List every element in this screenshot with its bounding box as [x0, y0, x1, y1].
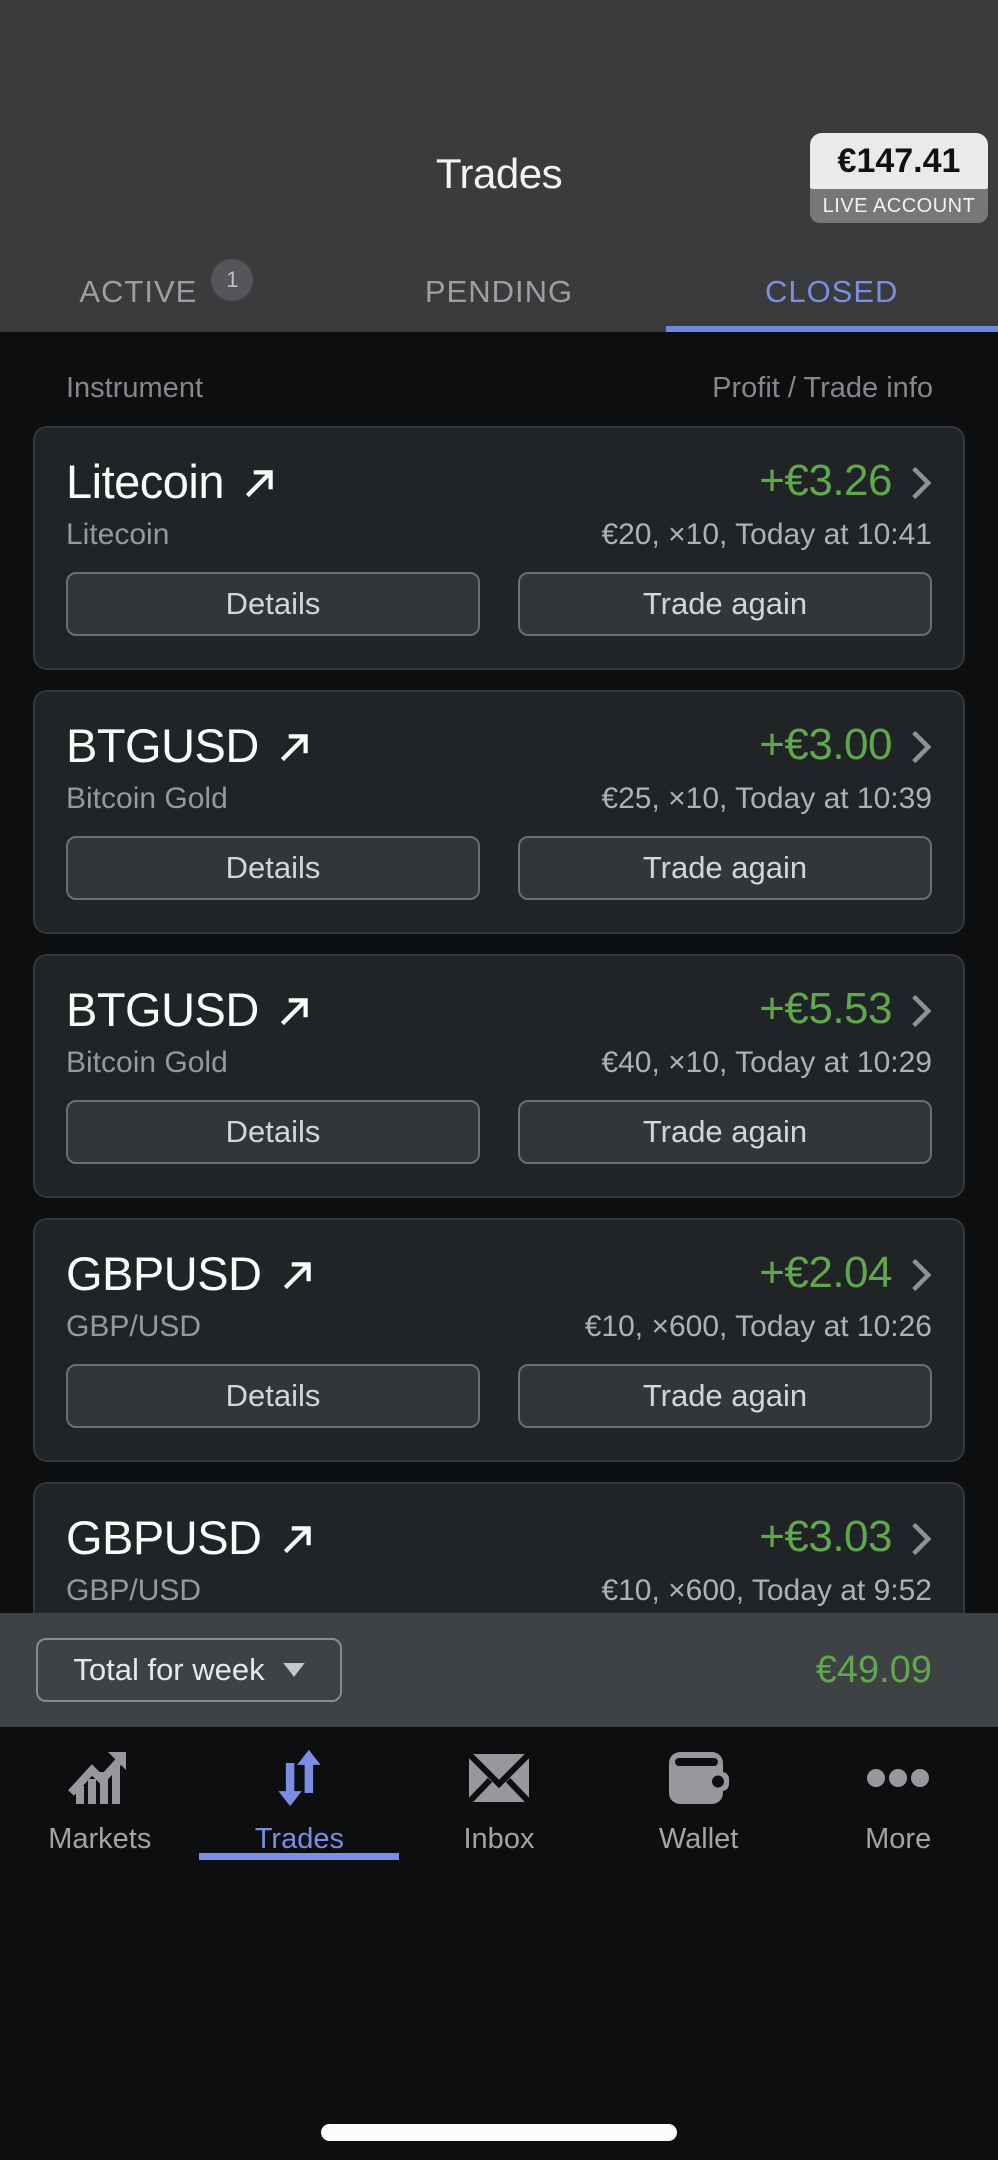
- nav-label: Trades: [254, 1823, 344, 1855]
- markets-icon: [67, 1745, 133, 1811]
- trade-tabs: ACTIVE 1 PENDING CLOSED: [0, 252, 998, 332]
- trend-up-arrow-icon: [280, 997, 308, 1025]
- profit-value: +€3.00: [759, 720, 892, 769]
- tab-active[interactable]: ACTIVE 1: [0, 252, 333, 332]
- chevron-right-icon[interactable]: [910, 727, 932, 767]
- nav-item-wallet[interactable]: Wallet: [599, 1727, 799, 1887]
- trade-card[interactable]: BTGUSD Bitcoin Gold +€5.53 €40, ×10, Tod…: [33, 954, 965, 1198]
- period-selector-button[interactable]: Total for week: [36, 1638, 342, 1702]
- header: Trades €147.41 LIVE ACCOUNT ACTIVE 1 PEN…: [0, 0, 998, 332]
- instrument-symbol: BTGUSD: [66, 718, 313, 773]
- tab-pending[interactable]: PENDING: [333, 252, 666, 332]
- nav-label: Inbox: [463, 1823, 535, 1855]
- trade-card[interactable]: BTGUSD Bitcoin Gold +€3.00 €25, ×10, Tod…: [33, 690, 965, 934]
- instrument-name: Litecoin: [66, 518, 170, 551]
- nav-label: Markets: [48, 1823, 152, 1855]
- trades-icon: [269, 1745, 329, 1811]
- profit-value: +€3.03: [759, 1512, 892, 1561]
- active-count-badge: 1: [211, 259, 254, 301]
- trade-info: €10, ×600, Today at 9:52: [601, 1574, 932, 1607]
- trade-card[interactable]: Litecoin Litecoin +€3.26 €20, ×10, Today…: [33, 426, 965, 670]
- trade-again-button[interactable]: Trade again: [518, 1100, 932, 1164]
- summary-bar: Total for week €49.09: [0, 1613, 998, 1727]
- trend-up-arrow-icon: [245, 469, 273, 497]
- nav-item-more[interactable]: More: [798, 1727, 998, 1887]
- tab-pending-label: PENDING: [424, 274, 574, 309]
- column-header-instrument: Instrument: [66, 372, 203, 404]
- live-account-label: LIVE ACCOUNT: [810, 189, 988, 223]
- profit-value: +€3.26: [759, 456, 892, 505]
- trade-again-button[interactable]: Trade again: [518, 836, 932, 900]
- period-label: Total for week: [73, 1652, 265, 1687]
- trade-info: €40, ×10, Today at 10:29: [601, 1046, 932, 1079]
- nav-item-trades[interactable]: Trades: [199, 1727, 400, 1887]
- inbox-icon: [466, 1745, 532, 1811]
- instrument-name: Bitcoin Gold: [66, 1046, 228, 1079]
- details-button[interactable]: Details: [66, 572, 480, 636]
- column-header-profit: Profit / Trade info: [712, 372, 933, 404]
- nav-label: Wallet: [658, 1823, 739, 1855]
- chevron-right-icon[interactable]: [910, 1255, 932, 1295]
- instrument-symbol: GBPUSD: [66, 1246, 316, 1301]
- more-icon: [863, 1745, 933, 1811]
- instrument-name: GBP/USD: [66, 1574, 202, 1607]
- profit-value: +€5.53: [759, 984, 892, 1033]
- profit-value: +€2.04: [759, 1248, 892, 1297]
- nav-label: More: [865, 1823, 932, 1855]
- trade-info: €10, ×600, Today at 10:26: [584, 1310, 932, 1343]
- tab-closed-label: CLOSED: [764, 274, 899, 309]
- instrument-symbol: Litecoin: [66, 454, 278, 509]
- nav-item-inbox[interactable]: Inbox: [399, 1727, 599, 1887]
- balance-amount: €147.41: [810, 133, 988, 189]
- details-button[interactable]: Details: [66, 1364, 480, 1428]
- trade-info: €20, ×10, Today at 10:41: [601, 518, 932, 551]
- details-button[interactable]: Details: [66, 1100, 480, 1164]
- tab-closed[interactable]: CLOSED: [665, 252, 998, 332]
- selected-tab-underline: [666, 326, 998, 332]
- instrument-name: GBP/USD: [66, 1310, 202, 1343]
- tab-active-label: ACTIVE: [79, 274, 198, 309]
- nav-item-markets[interactable]: Markets: [0, 1727, 200, 1887]
- trade-again-button[interactable]: Trade again: [518, 1364, 932, 1428]
- account-balance-badge[interactable]: €147.41 LIVE ACCOUNT: [810, 133, 988, 223]
- trade-again-button[interactable]: Trade again: [518, 572, 932, 636]
- instrument-name: Bitcoin Gold: [66, 782, 228, 815]
- chevron-right-icon[interactable]: [910, 991, 932, 1031]
- chevron-down-icon: [282, 1662, 305, 1677]
- selected-nav-underline: [199, 1853, 400, 1860]
- instrument-symbol: GBPUSD: [66, 1510, 316, 1565]
- trend-up-arrow-icon: [283, 1525, 311, 1553]
- wallet-icon: [667, 1745, 731, 1811]
- chevron-right-icon[interactable]: [910, 1519, 932, 1559]
- home-indicator[interactable]: [321, 2124, 677, 2141]
- instrument-symbol: BTGUSD: [66, 982, 313, 1037]
- details-button[interactable]: Details: [66, 836, 480, 900]
- bottom-navigation: Markets Trades Inb: [0, 1727, 998, 1887]
- trade-card[interactable]: GBPUSD GBP/USD +€2.04 €10, ×600, Today a…: [33, 1218, 965, 1462]
- total-profit-value: €49.09: [815, 1648, 932, 1691]
- trend-up-arrow-icon: [280, 733, 308, 761]
- trade-info: €25, ×10, Today at 10:39: [601, 782, 932, 815]
- trend-up-arrow-icon: [283, 1261, 311, 1289]
- chevron-right-icon[interactable]: [910, 463, 932, 503]
- page-title: Trades: [435, 150, 563, 197]
